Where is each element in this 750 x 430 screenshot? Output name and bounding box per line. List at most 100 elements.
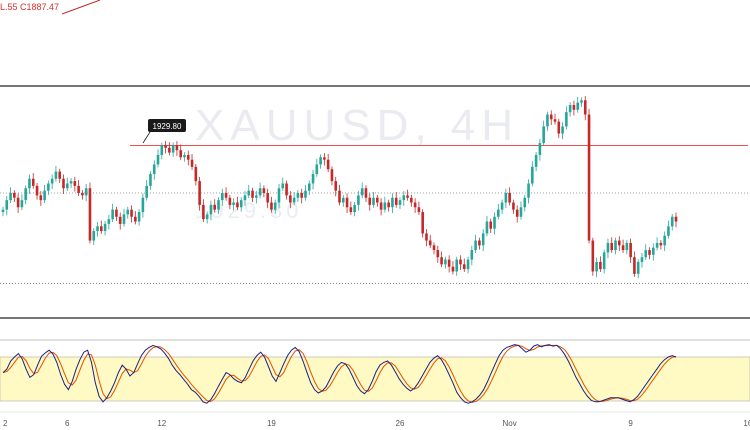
- candle: [77, 180, 80, 196]
- candle: [444, 256, 447, 269]
- x-tick-label: 26: [396, 419, 405, 428]
- candle: [587, 108, 591, 244]
- candle: [152, 160, 156, 180]
- candle: [512, 199, 515, 214]
- ohlc-readout: L.55 C1887.47: [0, 2, 60, 12]
- candle: [315, 158, 319, 177]
- candle: [496, 203, 500, 220]
- candle: [538, 138, 542, 161]
- candle: [421, 209, 424, 238]
- candle: [629, 238, 632, 263]
- candle: [617, 236, 621, 252]
- osc-band: [0, 356, 750, 402]
- candle: [13, 190, 16, 203]
- candle: [413, 198, 417, 213]
- candle: [534, 152, 538, 172]
- candle: [194, 163, 198, 186]
- candle: [118, 212, 122, 230]
- candle: [542, 120, 545, 146]
- candle: [205, 211, 209, 224]
- x-tick-label: 9: [628, 419, 633, 428]
- candle: [489, 218, 493, 233]
- candle: [557, 118, 561, 138]
- candle: [531, 161, 534, 187]
- candle: [228, 194, 232, 210]
- candle: [519, 201, 523, 220]
- candle: [372, 192, 375, 208]
- candle: [474, 234, 477, 253]
- candle: [387, 199, 390, 212]
- svg-text:1929.80: 1929.80: [153, 122, 182, 131]
- candle: [47, 180, 50, 195]
- x-tick-label: 16: [743, 419, 750, 428]
- candle: [130, 205, 133, 223]
- candle: [436, 245, 440, 263]
- candle: [376, 194, 379, 207]
- candle: [84, 183, 88, 202]
- candle: [667, 220, 670, 239]
- candle: [410, 194, 413, 207]
- x-tick-label: 12: [157, 419, 166, 428]
- candle: [39, 191, 43, 206]
- candle: [459, 255, 462, 271]
- candle: [565, 106, 568, 130]
- candle: [247, 184, 251, 199]
- candle: [258, 182, 262, 199]
- candle: [621, 239, 625, 253]
- candle: [186, 150, 190, 166]
- candle: [107, 214, 111, 230]
- candle: [326, 154, 330, 173]
- candle: [428, 234, 432, 249]
- candle: [251, 187, 254, 203]
- candle: [580, 97, 583, 107]
- candle: [515, 205, 519, 223]
- candle: [217, 197, 220, 214]
- candle: [493, 212, 496, 235]
- candle: [243, 191, 247, 206]
- candle: [198, 176, 201, 211]
- candle: [266, 188, 269, 209]
- candle: [466, 256, 470, 274]
- candle: [175, 141, 179, 156]
- candle: [220, 188, 224, 206]
- candle: [20, 194, 24, 211]
- x-axis-ticks: 26121926Nov916: [3, 419, 750, 428]
- candle: [610, 237, 614, 253]
- candle: [440, 251, 443, 268]
- candle: [561, 122, 564, 140]
- candle: [334, 176, 338, 197]
- candle: [300, 188, 303, 204]
- candle: [674, 212, 678, 228]
- candle: [402, 191, 406, 206]
- x-tick-label: 2: [3, 419, 8, 428]
- candle: [670, 213, 674, 231]
- candle: [349, 201, 353, 215]
- candle: [69, 178, 73, 188]
- candle: [338, 184, 341, 206]
- candle: [591, 237, 595, 276]
- candle: [149, 171, 152, 191]
- candle: [508, 187, 511, 206]
- candle: [546, 111, 549, 131]
- candle: [568, 102, 572, 117]
- candle: [141, 193, 145, 218]
- watermark-sub: 1929.80: [195, 198, 303, 223]
- x-tick-label: Nov: [503, 419, 517, 428]
- candle: [156, 149, 160, 168]
- candle: [330, 166, 334, 186]
- candle: [644, 244, 648, 261]
- candle: [134, 211, 137, 225]
- candle: [1, 206, 5, 217]
- candle: [470, 245, 474, 266]
- candle: [364, 185, 368, 203]
- candle: [394, 192, 398, 208]
- candle: [360, 182, 364, 199]
- candle: [100, 220, 103, 234]
- x-tick-label: 6: [65, 419, 70, 428]
- candle: [599, 256, 602, 272]
- candle: [164, 141, 167, 154]
- candle: [583, 95, 587, 121]
- candle: [500, 199, 504, 214]
- candle: [270, 196, 273, 213]
